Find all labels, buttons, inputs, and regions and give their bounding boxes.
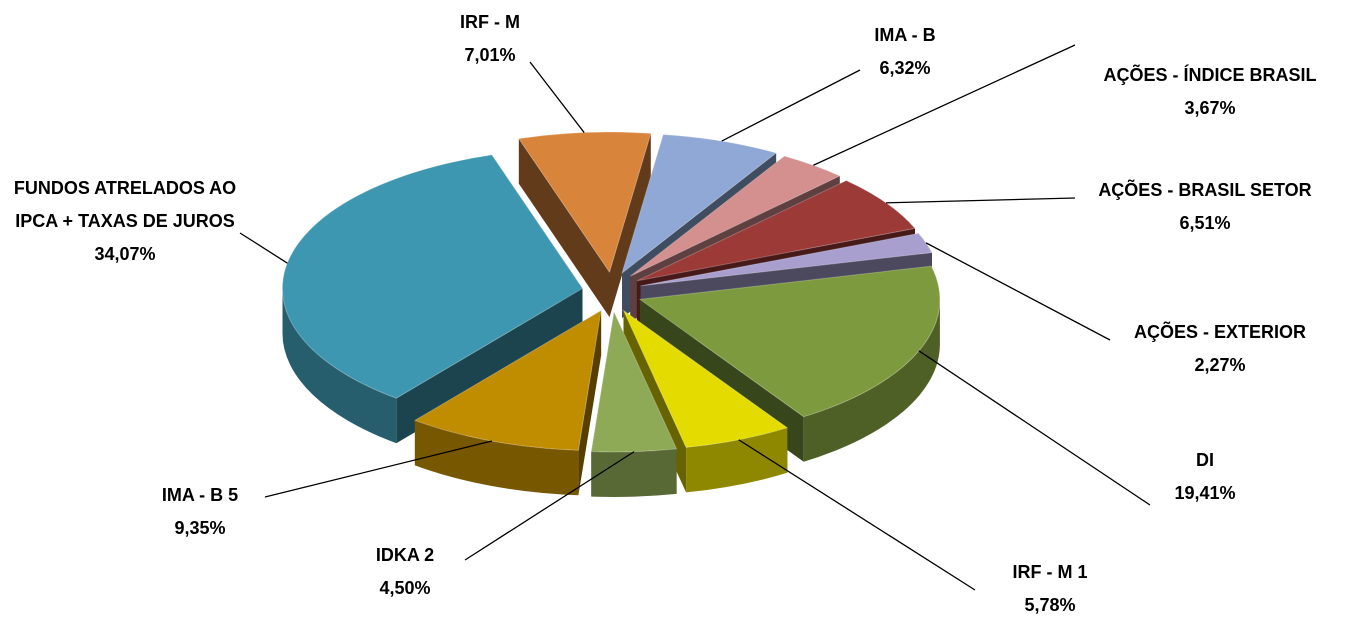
data-label: AÇÕES - ÍNDICE BRASIL 3,67% (1060, 59, 1349, 125)
value-label: 3,67% (1184, 98, 1236, 118)
leader-line (738, 439, 976, 591)
data-label: IMA - B 6,32% (805, 19, 1005, 85)
data-label: AÇÕES - BRASIL SETOR 6,51% (1055, 174, 1349, 240)
value-label: 6,51% (1179, 213, 1231, 233)
value-label: 2,27% (1194, 355, 1246, 375)
leader-line (721, 69, 861, 142)
category-label: IDKA 2 (375, 545, 435, 565)
slice (629, 155, 841, 277)
leader-line (239, 232, 288, 264)
leader-line (264, 440, 493, 498)
slice (517, 131, 652, 274)
slice (622, 309, 789, 448)
slice-side (518, 138, 610, 318)
data-label: FUNDOS ATRELADOS AO IPCA + TAXAS DE JURO… (0, 172, 250, 271)
slice-group (517, 131, 652, 318)
data-label: AÇÕES - EXTERIOR 2,27% (1090, 316, 1349, 382)
slice-group (590, 310, 678, 497)
slice (621, 133, 778, 275)
category-label: FUNDOS ATRELADOS AO IPCA + TAXAS DE JURO… (13, 178, 237, 231)
category-label: IRF - M 1 (1012, 562, 1088, 582)
slice-side (686, 427, 788, 493)
category-label: AÇÕES - ÍNDICE BRASIL (1103, 65, 1317, 85)
value-label: 5,78% (1024, 595, 1076, 615)
leader-line (886, 197, 1076, 204)
leader-line (529, 61, 585, 133)
slice-side (414, 420, 579, 496)
category-label: AÇÕES - BRASIL SETOR (1098, 180, 1312, 200)
value-label: 34,07% (94, 244, 156, 264)
data-label: IRF - M 1 5,78% (950, 556, 1150, 622)
slice-side (803, 299, 940, 462)
leader-line (464, 451, 635, 561)
leader-line (925, 242, 1111, 341)
leader-line (813, 44, 1076, 166)
slice-group (413, 309, 602, 496)
category-label: AÇÕES - EXTERIOR (1133, 322, 1307, 342)
value-label: 9,35% (174, 518, 226, 538)
data-label: IMA - B 5 9,35% (100, 479, 300, 545)
category-label: IMA - B 5 (161, 485, 239, 505)
value-label: 4,50% (379, 578, 431, 598)
slice-side (609, 133, 651, 318)
value-label: 19,41% (1174, 483, 1236, 503)
category-label: DI (1196, 450, 1214, 470)
value-label: 6,32% (879, 58, 931, 78)
category-label: IMA - B (874, 25, 936, 45)
category-label: IRF - M (460, 12, 520, 32)
leader-line (918, 350, 1151, 506)
slice (636, 180, 916, 282)
slice (413, 309, 602, 451)
data-label: IDKA 2 4,50% (305, 539, 505, 605)
data-label: IRF - M 7,01% (390, 6, 590, 72)
value-label: 7,01% (464, 45, 516, 65)
slice-side (282, 288, 397, 444)
data-label: DI 19,41% (1105, 444, 1305, 510)
slice-side (591, 448, 677, 497)
